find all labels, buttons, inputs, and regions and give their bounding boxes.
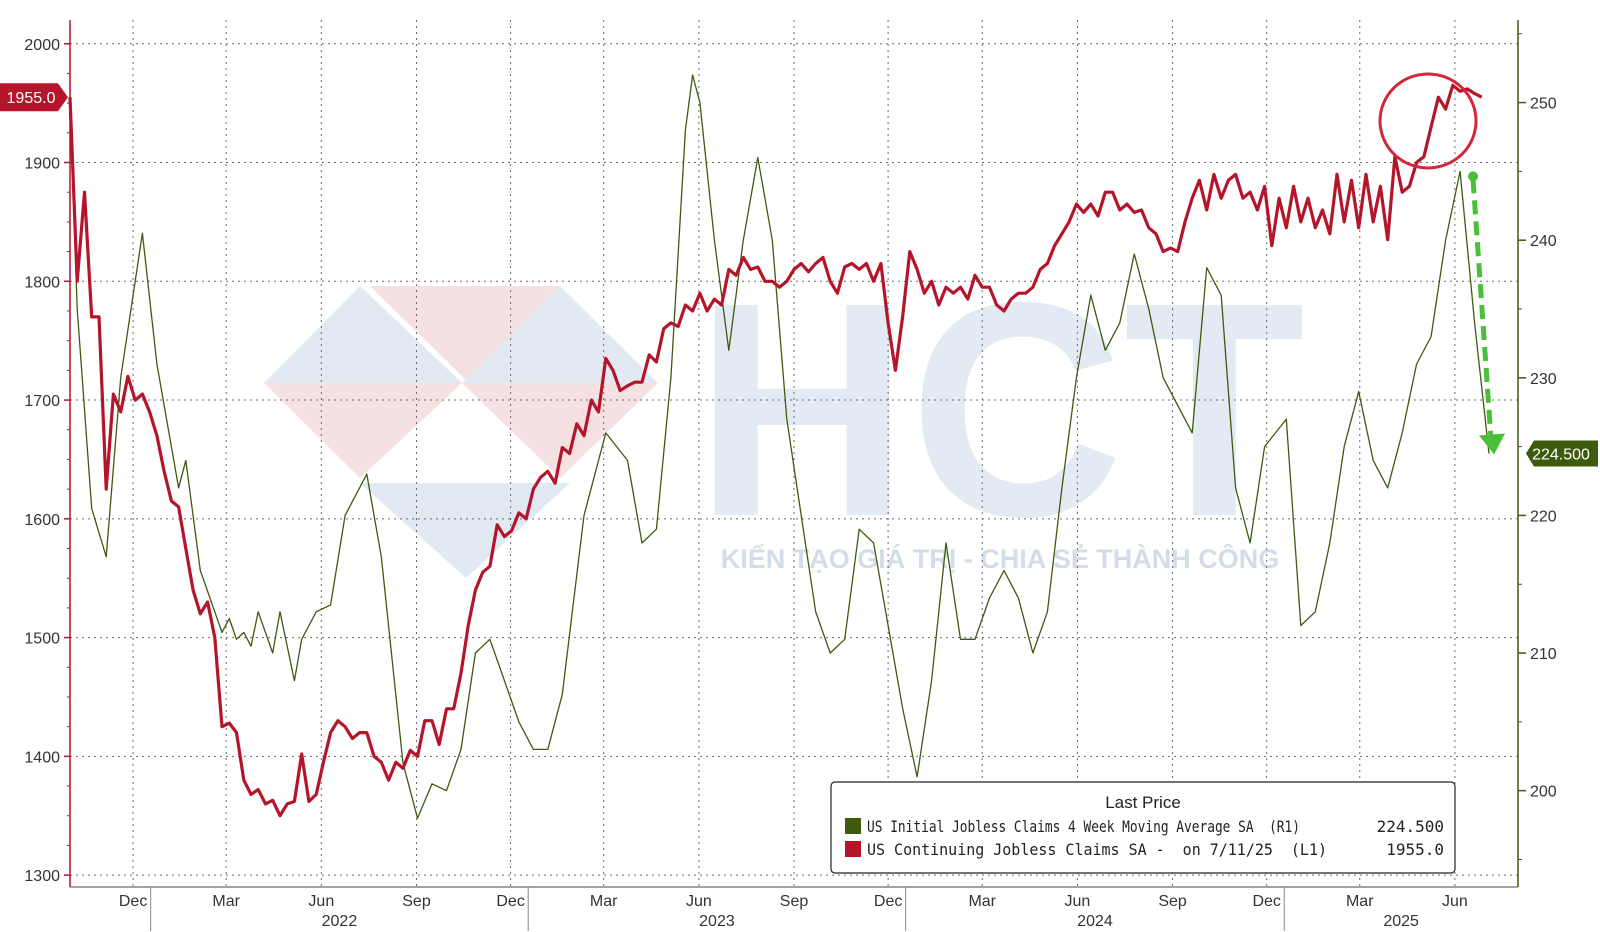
legend-box [830, 781, 1456, 874]
x-tick-label: Jun [686, 893, 712, 910]
y-right-tick-label: 240 [1530, 233, 1557, 250]
x-tick-label: Dec [496, 893, 524, 910]
watermark-slogan: KIẾN TẠO GIÁ TRỊ - CHIA SẺ THÀNH CÔNG [721, 542, 1280, 574]
annotation-arrow-head [1479, 433, 1506, 455]
x-tick-label: Mar [212, 893, 240, 910]
x-tick-label: Dec [119, 893, 147, 910]
y-right-tick-label: 220 [1530, 508, 1557, 525]
legend-swatch-initial [845, 818, 861, 834]
series-line-continuing-claims [68, 83, 1483, 818]
y-right-tick-label: 200 [1530, 784, 1557, 801]
last-value-badges: 1955.0 224.500 [0, 83, 1598, 467]
x-tick-label: Dec [874, 893, 902, 910]
grid-lines [70, 20, 1518, 887]
y-left-tick-label: 1400 [24, 749, 60, 766]
year-label: 2025 [1383, 913, 1419, 930]
axes: Dec Mar Jun Sep Dec Mar Jun Sep Dec Mar Jun Sep Dec M… [24, 20, 1557, 931]
badge-left-value: 1955.0 [7, 90, 56, 107]
x-tick-label: Jun [1064, 893, 1090, 910]
hct-watermark: HCT KIẾN TẠO GIÁ TRỊ - CHIA SẺ THÀNH CÔN… [264, 239, 1305, 580]
year-label: 2022 [322, 913, 358, 930]
x-tick-label: Sep [1158, 893, 1187, 910]
badge-right-value: 224.500 [1532, 447, 1590, 464]
legend-title: Last Price [1105, 793, 1181, 812]
legend-label-initial: US Initial Jobless Claims 4 Week Moving … [867, 817, 1300, 836]
badge-right-shape [1526, 440, 1598, 467]
x-tick-label: Mar [1346, 893, 1374, 910]
legend: Last Price US Initial Jobless Claims 4 W… [830, 781, 1456, 874]
y-left-tick-label: 1600 [24, 512, 60, 529]
y-left-tick-label: 2000 [24, 37, 60, 54]
legend-value-initial: 224.500 [1377, 817, 1444, 836]
annotation-arrow-start [1468, 171, 1479, 182]
annotation-circle [1378, 72, 1478, 170]
annotations [1378, 72, 1506, 455]
x-tick-label: Sep [780, 893, 809, 910]
badge-left-shape [0, 83, 68, 112]
x-tick-label: Mar [590, 893, 618, 910]
x-tick-label: Sep [402, 893, 431, 910]
y-left-tick-label: 1300 [24, 868, 60, 885]
y-left-tick-label: 1900 [24, 156, 60, 173]
y-right-tick-label: 230 [1530, 371, 1557, 388]
x-tick-label: Mar [968, 893, 996, 910]
legend-value-continuing: 1955.0 [1386, 840, 1444, 859]
annotation-arrow-shaft [1470, 179, 1494, 440]
y-left-tick-label: 1700 [24, 393, 60, 410]
series-layer [68, 74, 1490, 819]
watermark-logo-text: HCT [695, 239, 1305, 580]
year-label: 2023 [699, 913, 735, 930]
legend-swatch-continuing [845, 841, 861, 857]
year-label: 2024 [1077, 913, 1113, 930]
y-left-tick-label: 1800 [24, 274, 60, 291]
legend-label-continuing: US Continuing Jobless Claims SA - on 7/1… [867, 840, 1327, 859]
x-tick-label: Jun [308, 893, 334, 910]
x-tick-label: Jun [1442, 893, 1468, 910]
series-line-initial-claims [69, 74, 1490, 819]
y-left-tick-label: 1500 [24, 631, 60, 648]
y-right-tick-label: 250 [1530, 96, 1557, 113]
y-right-tick-label: 210 [1530, 646, 1557, 663]
x-tick-label: Dec [1252, 893, 1280, 910]
